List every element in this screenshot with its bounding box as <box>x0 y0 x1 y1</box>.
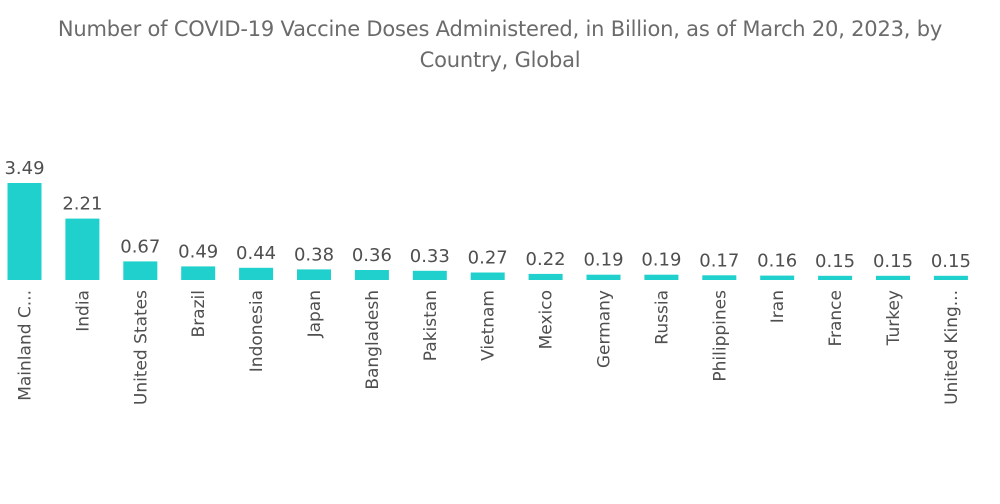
bar-13 <box>760 275 795 280</box>
value-label-4: 0.44 <box>236 243 276 264</box>
value-label-2: 0.67 <box>120 236 160 257</box>
value-label-11: 0.19 <box>641 250 681 271</box>
value-label-13: 0.16 <box>757 251 797 272</box>
value-label-12: 0.17 <box>699 250 739 271</box>
category-label-12: Philippines <box>710 290 730 382</box>
bar-2 <box>123 261 158 280</box>
value-label-3: 0.49 <box>178 241 218 262</box>
category-label-5: Japan <box>305 290 325 338</box>
bar-6 <box>354 270 389 280</box>
bar-10 <box>586 274 621 280</box>
value-label-1: 2.21 <box>62 194 102 215</box>
value-label-8: 0.27 <box>468 248 508 269</box>
bar-3 <box>181 266 216 280</box>
value-label-5: 0.38 <box>294 244 334 265</box>
value-label-16: 0.15 <box>931 251 971 272</box>
category-label-10: Germany <box>595 290 615 368</box>
category-label-16: United King... <box>942 290 962 405</box>
category-label-14: France <box>826 290 846 347</box>
bar-12 <box>702 275 737 280</box>
category-label-7: Pakistan <box>421 290 441 361</box>
bar-9 <box>528 273 563 280</box>
bar-5 <box>297 269 331 280</box>
bar-14 <box>818 275 853 280</box>
bar-4 <box>239 267 274 280</box>
value-label-0: 3.49 <box>4 158 44 179</box>
category-label-11: Russia <box>652 290 672 345</box>
category-label-15: Turkey <box>884 290 904 346</box>
category-label-4: Indonesia <box>247 290 267 372</box>
bar-8 <box>470 272 505 280</box>
value-label-6: 0.36 <box>352 245 392 266</box>
category-label-0: Mainland C... <box>16 290 36 401</box>
bar-16 <box>933 275 968 280</box>
bar-11 <box>644 274 679 280</box>
bar-0 <box>7 183 42 280</box>
value-label-9: 0.22 <box>526 249 566 270</box>
category-label-9: Mexico <box>537 290 557 349</box>
chart-title: Number of COVID-19 Vaccine Doses Adminis… <box>0 14 1000 76</box>
category-label-2: United States <box>131 290 151 405</box>
category-label-13: Iran <box>768 290 788 323</box>
value-label-7: 0.33 <box>410 246 450 267</box>
bar-1 <box>65 218 100 280</box>
bar-15 <box>876 275 910 280</box>
value-label-14: 0.15 <box>815 251 855 272</box>
category-label-1: India <box>73 290 93 332</box>
value-label-10: 0.19 <box>583 250 623 271</box>
value-label-15: 0.15 <box>873 251 913 272</box>
category-label-6: Bangladesh <box>363 290 383 390</box>
category-label-8: Vietnam <box>479 290 499 361</box>
category-label-3: Brazil <box>189 290 209 337</box>
chart-title-line-2: Country, Global <box>419 48 581 72</box>
bar-7 <box>412 270 447 280</box>
chart-title-line-1: Number of COVID-19 Vaccine Doses Adminis… <box>57 17 943 41</box>
